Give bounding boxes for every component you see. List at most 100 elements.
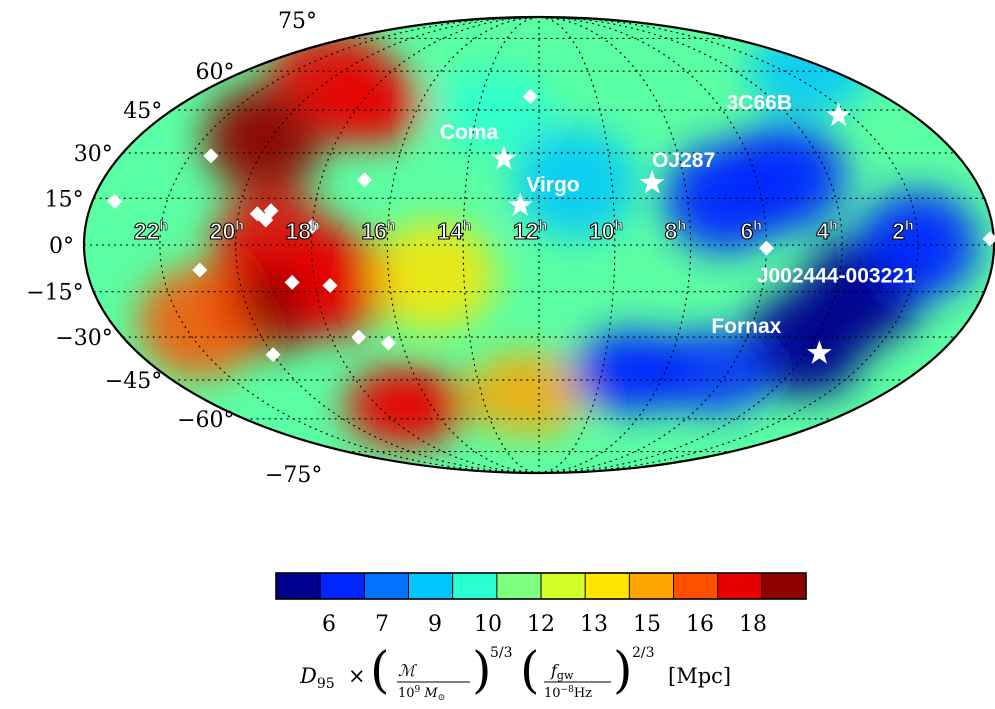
heat-core-15 — [601, 345, 666, 398]
dec-tick-label: 15° — [45, 187, 84, 212]
ra-tick-label: 14h — [437, 217, 471, 244]
colorbar-cell — [320, 573, 365, 599]
pulsar-marker — [351, 329, 367, 345]
meridian-2h — [538, 17, 919, 473]
svg-text:fgw: fgw — [550, 661, 574, 682]
source-markers: 3C66B Coma Virgo OJ287 Fornax J002444-003221 — [440, 92, 916, 364]
heat-core-13 — [774, 317, 839, 370]
colorbar-cell — [717, 573, 763, 599]
meridian-14h — [462, 17, 540, 473]
colorbar-cell — [629, 573, 674, 599]
dec-tick-label: 0° — [49, 234, 74, 259]
colorbar-tick-label: 10 — [474, 612, 502, 637]
heat-blob-7 — [138, 266, 263, 379]
meridian-16h — [386, 17, 540, 473]
pulsar-marker — [284, 274, 300, 290]
colorbar-tick-label: 18 — [739, 612, 767, 637]
svg-text:2/3: 2/3 — [632, 645, 655, 661]
svg-text:D95: D95 — [299, 664, 335, 692]
pulsar-marker — [192, 262, 208, 278]
pulsar-marker — [982, 231, 995, 247]
svg-text:5/3: 5/3 — [490, 645, 513, 661]
colorbar-tick-label: 12 — [527, 612, 555, 637]
colorbar: 6 7 9 10 12 13 15 16 18 D95 × ( ℳ 109 M⊙ ) 5/3 (… — [275, 572, 807, 703]
source-label: Coma — [440, 121, 499, 144]
map-outline — [83, 15, 995, 475]
colorbar-tick-label: 13 — [580, 612, 608, 637]
svg-text:10−8Hz: 10−8Hz — [544, 685, 592, 701]
ra-tick-label: 12h — [513, 217, 547, 244]
source-label: Fornax — [711, 315, 781, 338]
dec-tick-label: 75° — [278, 9, 317, 34]
source-star-coma — [491, 145, 517, 170]
dec-tick-labels: 75° 60° 45° 30° 15° 0° −15° −30° −45° −60° −75° — [26, 9, 322, 488]
heat-core-6 — [373, 380, 438, 433]
pulsar-marker — [265, 347, 281, 363]
colorbar-tick-label: 7 — [375, 612, 389, 637]
meridian-22h — [159, 17, 540, 473]
source-label: J002444-003221 — [757, 265, 916, 288]
colorbar-cell — [673, 573, 719, 599]
dec-tick-label: −60° — [177, 408, 234, 433]
heat-blob-9 — [465, 351, 590, 436]
dec-tick-label: −45° — [105, 369, 162, 394]
pulsar-marker — [322, 277, 338, 293]
source-label: 3C66B — [727, 92, 792, 115]
pulsar-marker — [107, 193, 123, 209]
heat-blob-17 — [513, 126, 638, 239]
pulsar-marker — [758, 240, 774, 256]
pulsar-marker — [304, 218, 320, 234]
colorbar-cell — [541, 573, 586, 599]
svg-text:ℳ: ℳ — [398, 661, 418, 680]
colorbar-label: D95 × ( ℳ 109 M⊙ ) 5/3 ( fgw 10−8Hz ) 2/… — [299, 641, 731, 703]
dec-tick-label: 30° — [74, 142, 113, 167]
colorbar-tick-label: 6 — [322, 612, 336, 637]
source-star-virgo — [508, 192, 533, 216]
svg-text:×: × — [348, 664, 366, 688]
colorbar-tick-label: 15 — [633, 612, 661, 637]
source-star-3c66b — [826, 102, 851, 127]
svg-text:109 M⊙: 109 M⊙ — [398, 685, 445, 703]
source-star-oj287 — [639, 170, 665, 194]
colorbar-cell — [408, 573, 454, 599]
pulsar-marker — [203, 148, 219, 164]
heat-blob-8 — [371, 220, 496, 333]
dec-tick-label: −75° — [265, 463, 322, 488]
dec-tick-label: −15° — [26, 281, 83, 306]
dec-tick-label: 60° — [196, 60, 235, 85]
colorbar-cell — [452, 573, 498, 599]
pulsar-marker — [380, 335, 396, 351]
svg-text:(: ( — [520, 641, 540, 699]
colorbar-cell — [585, 573, 630, 599]
colorbar-cell — [276, 573, 321, 599]
heat-core-0 — [232, 112, 297, 165]
source-star-fornax — [807, 340, 832, 364]
colorbar-cell — [496, 573, 542, 599]
heat-blob-18 — [431, 67, 556, 153]
pulsar-marker — [357, 172, 373, 188]
svg-text:): ) — [472, 641, 492, 699]
colorbar-cells — [276, 573, 807, 599]
meridian-10h — [538, 17, 616, 473]
pulsar-marker — [522, 89, 538, 105]
heat-core-2 — [333, 78, 398, 131]
heat-core-3 — [237, 271, 302, 324]
colorbar-tick-label: 9 — [428, 612, 442, 637]
dec-tick-label: 45° — [123, 99, 162, 124]
ra-tick-label: 20h — [210, 217, 244, 244]
svg-text:(: ( — [370, 641, 390, 699]
pulsar-markers — [107, 89, 995, 363]
mollweide-map: 3C66BComaVirgoOJ287FornaxJ002444-003221 … — [26, 9, 995, 488]
colorbar-cell — [364, 573, 409, 599]
heat-core-11 — [753, 150, 818, 203]
pulsar-marker — [263, 203, 279, 219]
source-label: Virgo — [526, 173, 579, 196]
heat-blob-16 — [650, 329, 775, 414]
colorbar-ticks: 6 7 9 10 12 13 15 16 18 — [319, 573, 767, 637]
svg-text:): ) — [613, 641, 633, 699]
colorbar-tick-label: 16 — [686, 612, 714, 637]
dec-tick-label: −30° — [55, 326, 112, 351]
source-label: OJ287 — [652, 149, 715, 172]
svg-text:[Mpc]: [Mpc] — [668, 664, 731, 688]
